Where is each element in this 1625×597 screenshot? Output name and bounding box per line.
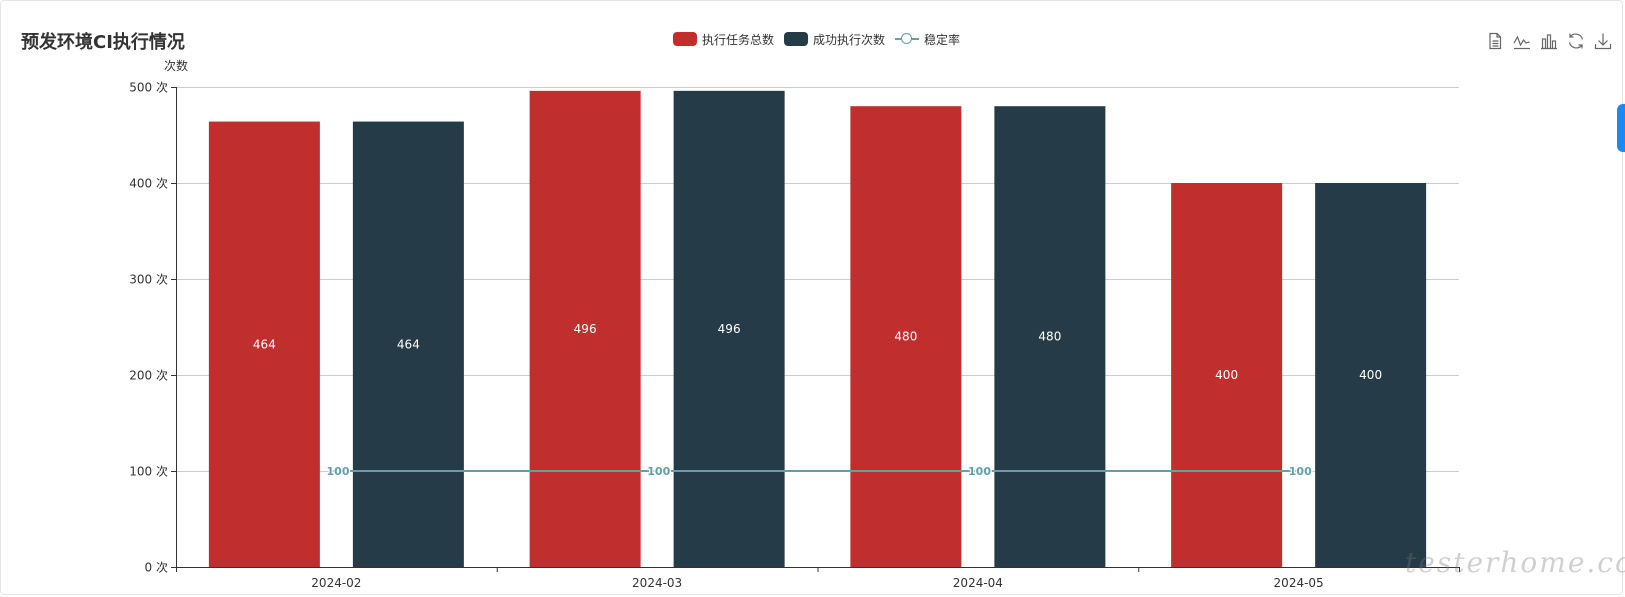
bar-data-label: 464 (397, 337, 420, 351)
bar (1315, 183, 1427, 567)
y-axis-label: 次数 (164, 58, 188, 73)
stability-point (1296, 467, 1304, 475)
bar-data-label: 400 (1215, 368, 1238, 382)
side-panel-tab[interactable] (1617, 104, 1625, 152)
stability-point (655, 467, 663, 475)
bar (529, 90, 641, 567)
download-icon[interactable] (1593, 31, 1613, 51)
x-tick-label: 2024-02 (311, 576, 361, 590)
stability-point (975, 467, 984, 475)
data-view-icon[interactable] (1485, 31, 1505, 51)
legend-item-success[interactable]: 成功执行次数 (784, 31, 885, 48)
chart-title: 预发环境CI执行情况 (21, 32, 185, 53)
restore-icon[interactable] (1566, 31, 1586, 51)
bar (352, 121, 464, 567)
y-tick-label: 200 次 (129, 369, 168, 383)
bar-chart-icon[interactable] (1539, 31, 1559, 51)
x-tick-label: 2024-04 (953, 576, 1003, 590)
bar (994, 106, 1106, 567)
stability-data-label: 100 (1289, 465, 1312, 478)
x-tick-label: 2024-05 (1274, 576, 1324, 590)
legend-swatch-success (784, 32, 809, 46)
y-tick-label: 300 次 (129, 273, 168, 287)
stability-point (334, 467, 342, 475)
legend-item-total[interactable]: 执行任务总数 (673, 31, 774, 48)
legend-label-success: 成功执行次数 (813, 32, 886, 47)
y-tick-label: 0 次 (145, 561, 168, 575)
legend-swatch-stability (895, 32, 920, 46)
bar (850, 106, 962, 567)
line-chart-icon[interactable] (1512, 31, 1532, 51)
y-tick-label: 400 次 (129, 177, 168, 191)
stability-data-label: 100 (968, 465, 991, 478)
legend-swatch-total (673, 32, 697, 46)
stability-data-label: 100 (647, 465, 670, 478)
bar (208, 121, 320, 567)
bar (673, 90, 785, 567)
bar-data-label: 496 (574, 322, 597, 336)
legend-label-stability: 稳定率 (924, 32, 961, 47)
bar-data-label: 400 (1359, 368, 1382, 382)
x-tick-label: 2024-03 (632, 576, 682, 590)
bar-data-label: 496 (718, 322, 741, 336)
y-tick-label: 500 次 (129, 81, 168, 95)
stability-data-label: 100 (327, 465, 350, 478)
y-tick-label: 100 次 (129, 465, 168, 479)
bar (1171, 183, 1283, 567)
legend: 执行任务总数 成功执行次数 稳定率 (673, 30, 970, 48)
bar-data-label: 480 (894, 330, 917, 344)
bar-data-label: 480 (1038, 330, 1061, 344)
legend-item-stability[interactable]: 稳定率 (895, 31, 960, 48)
watermark-text: testerhome.com (1405, 546, 1625, 579)
toolbox (1485, 31, 1620, 51)
bar-data-label: 464 (253, 337, 276, 351)
legend-label-total: 执行任务总数 (702, 32, 775, 47)
